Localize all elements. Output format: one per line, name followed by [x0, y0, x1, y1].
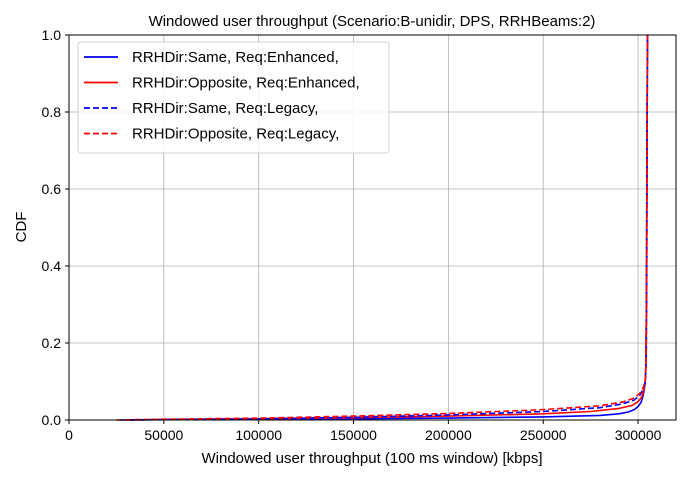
y-tick-label: 0.0 — [42, 412, 62, 428]
chart-title: Windowed user throughput (Scenario:B-uni… — [149, 13, 596, 30]
y-tick-label: 0.8 — [42, 104, 62, 120]
plot-frame — [68, 34, 677, 421]
legend-label: RRHDir:Same, Req:Enhanced, — [132, 49, 339, 66]
x-tick-label: 150000 — [330, 427, 377, 443]
legend-label: RRHDir:Opposite, Req:Enhanced, — [132, 75, 360, 92]
x-axis-ticks: 0 50000 100000 150000 200000 250000 300000 — [65, 420, 662, 443]
x-axis-label: Windowed user throughput (100 ms window)… — [201, 450, 542, 467]
y-tick-label: 0.6 — [42, 181, 62, 197]
legend-label: RRHDir:Same, Req:Legacy, — [132, 100, 318, 117]
legend: RRHDir:Same, Req:Enhanced, RRHDir:Opposit… — [77, 41, 390, 154]
x-tick-label: 0 — [65, 427, 73, 443]
x-tick-label: 50000 — [144, 427, 183, 443]
legend-label: RRHDir:Opposite, Req:Legacy, — [132, 126, 339, 143]
y-tick-label: 0.4 — [42, 258, 62, 274]
y-tick-label: 1.0 — [42, 27, 62, 43]
x-tick-label: 200000 — [425, 427, 472, 443]
x-tick-label: 100000 — [235, 427, 282, 443]
x-tick-label: 250000 — [520, 427, 567, 443]
y-tick-label: 0.2 — [42, 335, 62, 351]
series-line-4 — [116, 34, 649, 421]
y-axis-label: CDF — [13, 212, 30, 243]
x-tick-label: 300000 — [615, 427, 662, 443]
y-axis-ticks: 0.0 0.2 0.4 0.6 0.8 1.0 — [42, 27, 69, 428]
series-lines — [116, 34, 649, 421]
legend-box — [77, 41, 390, 154]
